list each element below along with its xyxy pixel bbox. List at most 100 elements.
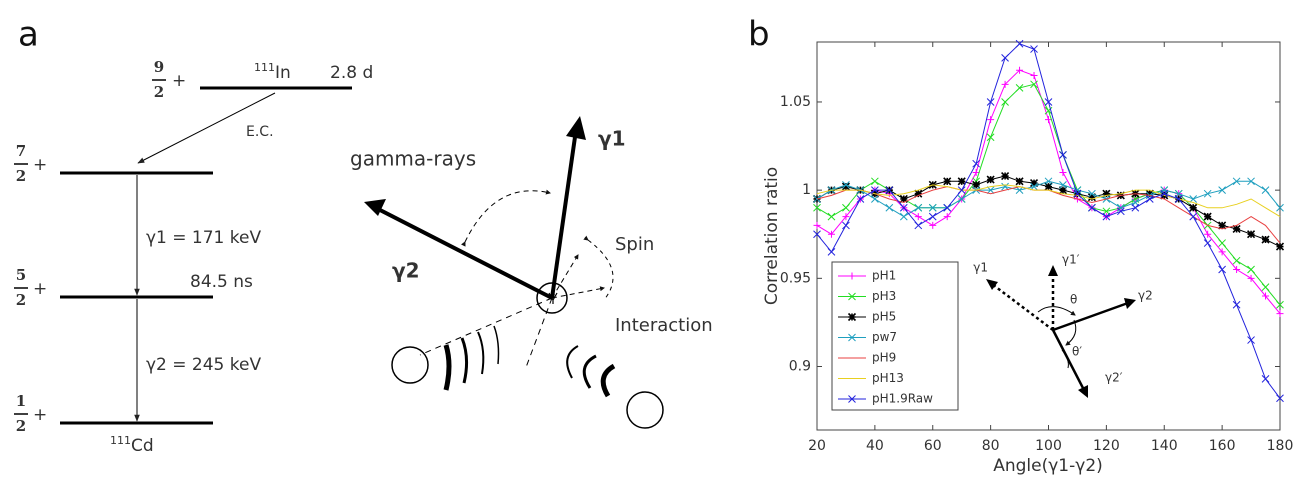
inset-label: γ1 (973, 261, 988, 275)
legend-marker (848, 292, 856, 301)
point (1276, 394, 1284, 403)
legend-label: pH5 (872, 310, 896, 324)
point (1218, 248, 1226, 256)
point (1001, 98, 1009, 106)
point (1001, 171, 1010, 181)
point (856, 195, 865, 203)
point (1261, 186, 1270, 194)
point (1232, 256, 1241, 265)
level-spin: 2 (16, 291, 26, 309)
panel-label: b (748, 15, 770, 55)
point (1247, 336, 1255, 344)
parent-isotope: 111In (254, 61, 291, 83)
point (972, 159, 981, 168)
point (943, 177, 952, 186)
legend-marker (847, 312, 857, 322)
point (914, 203, 923, 212)
point (943, 203, 952, 212)
point (1276, 310, 1284, 318)
point (842, 181, 850, 189)
point (871, 195, 879, 203)
point (1045, 116, 1052, 124)
legend-label: pH1.9Raw (872, 392, 933, 406)
point (885, 203, 894, 212)
point (813, 203, 821, 212)
x-tick-label: 160 (1209, 438, 1236, 454)
point (914, 213, 922, 221)
point (1145, 189, 1154, 198)
point (1102, 189, 1111, 198)
point (1015, 84, 1024, 92)
point (885, 186, 894, 194)
legend-label: pH1 (872, 269, 896, 283)
point (1246, 230, 1256, 239)
decay-label: E.C. (246, 124, 274, 140)
legend-label: pw7 (872, 330, 897, 344)
legend-label: pH13 (872, 371, 904, 385)
inset-label: θ′ (1072, 345, 1082, 359)
point (842, 221, 850, 230)
point (1016, 66, 1024, 74)
lifetime: 84.5 ns (190, 272, 253, 292)
y-axis-label: Correlation ratio (762, 167, 782, 305)
mass-number: 111 (110, 434, 131, 447)
point (1247, 177, 1255, 186)
point (1044, 182, 1053, 191)
element: Cd (131, 436, 154, 456)
legend-marker (848, 272, 856, 280)
half-life: 2.8 d (330, 63, 373, 83)
point (1015, 186, 1024, 194)
point (957, 177, 966, 186)
level-spin: 1 (16, 392, 26, 410)
point (813, 221, 821, 229)
series-line (816, 184, 1281, 218)
point (813, 230, 821, 239)
x-tick-label: 60 (924, 438, 942, 454)
x-tick-label: 180 (1267, 438, 1293, 454)
point (928, 203, 937, 212)
point (1218, 221, 1227, 230)
point (986, 186, 995, 194)
x-tick-label: 100 (1035, 438, 1062, 454)
x-axis-label: Angle(γ1-γ2) (993, 456, 1103, 476)
y-tick-label: 1.05 (780, 94, 811, 110)
gamma-energy: γ1 = 171 keV (146, 228, 261, 248)
legend-marker (848, 395, 856, 403)
point (1247, 274, 1255, 282)
point (1275, 242, 1285, 251)
point (1247, 265, 1255, 274)
point (1203, 239, 1212, 247)
point (1261, 375, 1270, 383)
point (1073, 189, 1082, 198)
legend-marker (848, 333, 856, 342)
point (1059, 181, 1067, 189)
gamma-energy: γ2 = 245 keV (146, 355, 261, 375)
mass-number: 111 (254, 61, 275, 74)
point (1102, 212, 1111, 221)
correlation-sketch (364, 116, 664, 429)
point (1261, 283, 1270, 291)
spin-label: Spin (615, 234, 654, 255)
point (1044, 106, 1053, 115)
point (986, 175, 995, 184)
x-tick-label: 80 (982, 438, 1000, 454)
ray-label: γ2 (392, 259, 420, 283)
interaction-label: Interaction (615, 315, 713, 336)
panel-label: a (18, 15, 39, 55)
point (1189, 195, 1198, 203)
point (943, 213, 951, 221)
point (827, 248, 836, 256)
point (1203, 212, 1212, 221)
point (1029, 179, 1039, 188)
point (1015, 39, 1024, 48)
point (871, 177, 879, 186)
point (1189, 203, 1198, 212)
x-tick-label: 40 (866, 438, 884, 454)
point (914, 189, 923, 198)
point (1160, 189, 1169, 198)
point (1116, 207, 1125, 216)
point (827, 212, 836, 221)
legend-label: pH9 (872, 351, 896, 365)
point (1059, 151, 1067, 159)
point (986, 98, 995, 106)
